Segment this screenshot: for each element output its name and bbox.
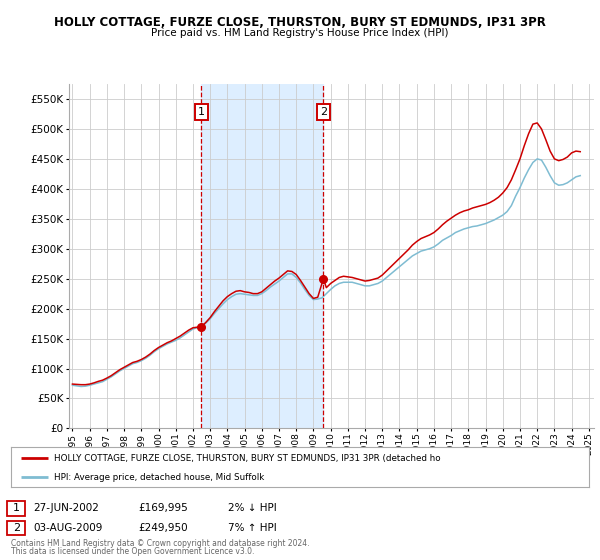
- Text: HOLLY COTTAGE, FURZE CLOSE, THURSTON, BURY ST EDMUNDS, IP31 3PR: HOLLY COTTAGE, FURZE CLOSE, THURSTON, BU…: [54, 16, 546, 29]
- Text: HPI: Average price, detached house, Mid Suffolk: HPI: Average price, detached house, Mid …: [54, 473, 265, 482]
- Text: 2: 2: [320, 107, 327, 117]
- Text: £169,995: £169,995: [138, 503, 188, 513]
- Text: 1: 1: [13, 503, 20, 513]
- Text: 2: 2: [13, 522, 20, 533]
- Text: 03-AUG-2009: 03-AUG-2009: [33, 522, 103, 533]
- Text: HOLLY COTTAGE, FURZE CLOSE, THURSTON, BURY ST EDMUNDS, IP31 3PR (detached ho: HOLLY COTTAGE, FURZE CLOSE, THURSTON, BU…: [54, 454, 441, 463]
- Text: 2% ↓ HPI: 2% ↓ HPI: [228, 503, 277, 513]
- Text: 1: 1: [198, 107, 205, 117]
- Text: This data is licensed under the Open Government Licence v3.0.: This data is licensed under the Open Gov…: [11, 547, 254, 556]
- Bar: [202, 84, 323, 428]
- Text: 7% ↑ HPI: 7% ↑ HPI: [228, 522, 277, 533]
- Text: Contains HM Land Registry data © Crown copyright and database right 2024.: Contains HM Land Registry data © Crown c…: [11, 539, 310, 548]
- Text: Price paid vs. HM Land Registry's House Price Index (HPI): Price paid vs. HM Land Registry's House …: [151, 28, 449, 38]
- Text: £249,950: £249,950: [138, 522, 188, 533]
- Text: 27-JUN-2002: 27-JUN-2002: [33, 503, 99, 513]
